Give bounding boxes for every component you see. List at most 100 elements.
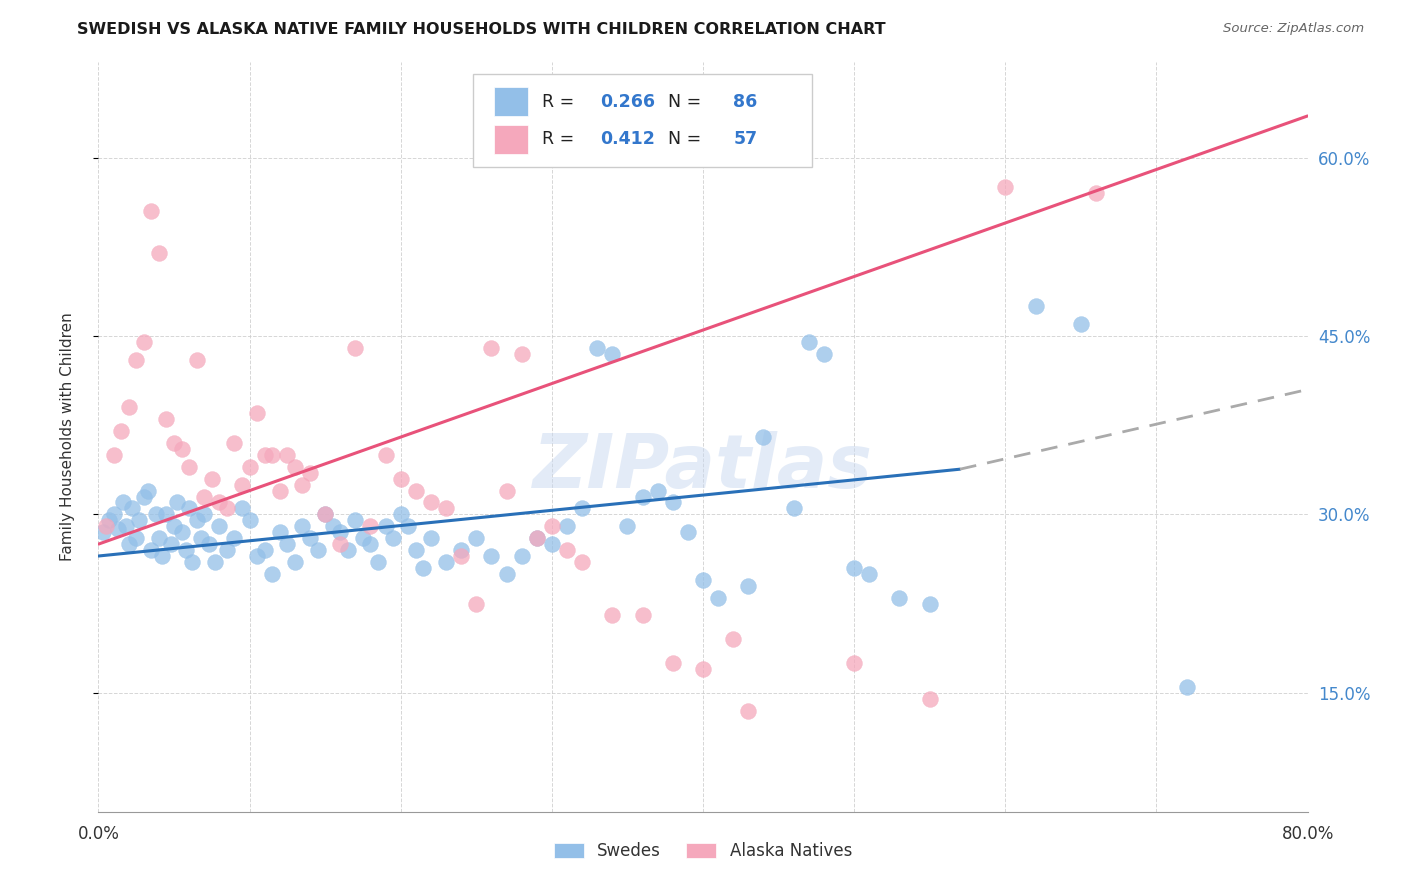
Point [284, 555, 307, 569]
Point [889, 591, 911, 605]
Point [405, 543, 427, 558]
Point [98, 513, 121, 527]
Point [344, 341, 367, 355]
FancyBboxPatch shape [474, 74, 811, 168]
Point [204, 555, 226, 569]
Point [166, 495, 188, 509]
Point [329, 525, 352, 540]
Point [291, 477, 314, 491]
Legend: Swedes, Alaska Natives: Swedes, Alaska Natives [547, 836, 859, 867]
Point [858, 566, 880, 581]
Point [797, 334, 820, 349]
Point [586, 341, 609, 355]
Point [844, 656, 866, 670]
Point [148, 531, 170, 545]
Point [661, 656, 683, 670]
Point [125, 352, 148, 367]
Point [253, 543, 276, 558]
Point [186, 352, 208, 367]
Point [434, 555, 457, 569]
Point [481, 341, 503, 355]
Point [231, 477, 253, 491]
Point [465, 531, 488, 545]
Point [540, 537, 562, 551]
Point [661, 495, 683, 509]
Point [307, 543, 329, 558]
Point [291, 519, 314, 533]
Point [239, 459, 262, 474]
Point [783, 501, 806, 516]
Point [136, 483, 159, 498]
Point [450, 549, 472, 563]
Point [571, 501, 593, 516]
Text: 0.266: 0.266 [600, 93, 655, 111]
Point [813, 347, 835, 361]
Point [141, 204, 163, 219]
Text: R =: R = [543, 93, 579, 111]
Point [420, 495, 443, 509]
Point [329, 537, 352, 551]
Point [1024, 299, 1046, 313]
Point [201, 472, 224, 486]
Text: N =: N = [657, 93, 707, 111]
Point [174, 543, 197, 558]
Point [186, 513, 208, 527]
Point [246, 406, 269, 420]
Text: 86: 86 [734, 93, 758, 111]
Point [344, 513, 367, 527]
Point [253, 448, 276, 462]
Point [224, 436, 246, 450]
Point [396, 519, 419, 533]
Point [723, 632, 745, 647]
Point [1070, 317, 1092, 331]
Point [1175, 680, 1198, 694]
Text: ZIPatlas: ZIPatlas [533, 431, 873, 504]
Point [179, 501, 201, 516]
Point [510, 549, 533, 563]
Point [208, 495, 231, 509]
Point [91, 525, 114, 540]
Point [121, 501, 143, 516]
Point [389, 472, 412, 486]
Point [170, 525, 193, 540]
Point [94, 519, 117, 533]
Point [495, 566, 517, 581]
Point [314, 508, 336, 522]
Point [405, 483, 427, 498]
Point [752, 430, 775, 444]
Point [284, 459, 307, 474]
Point [163, 519, 186, 533]
Point [352, 531, 374, 545]
Point [155, 412, 177, 426]
Point [692, 662, 714, 676]
Point [181, 555, 204, 569]
Point [110, 424, 132, 438]
Point [647, 483, 669, 498]
Point [276, 448, 298, 462]
Point [276, 537, 298, 551]
Point [540, 519, 562, 533]
Point [555, 543, 578, 558]
FancyBboxPatch shape [494, 87, 527, 116]
Point [434, 501, 457, 516]
Point [367, 555, 389, 569]
Point [918, 691, 941, 706]
Point [510, 347, 533, 361]
Point [193, 508, 215, 522]
Point [215, 543, 238, 558]
Text: 0.412: 0.412 [600, 130, 655, 148]
Point [150, 549, 173, 563]
Point [389, 508, 412, 522]
Point [707, 591, 730, 605]
Point [692, 573, 714, 587]
Point [450, 543, 472, 558]
Text: 57: 57 [734, 130, 758, 148]
Point [103, 448, 125, 462]
Point [495, 483, 517, 498]
Point [215, 501, 238, 516]
Text: Source: ZipAtlas.com: Source: ZipAtlas.com [1223, 22, 1364, 36]
Point [1085, 186, 1108, 201]
Point [676, 525, 699, 540]
Point [107, 522, 129, 536]
Point [994, 180, 1017, 194]
